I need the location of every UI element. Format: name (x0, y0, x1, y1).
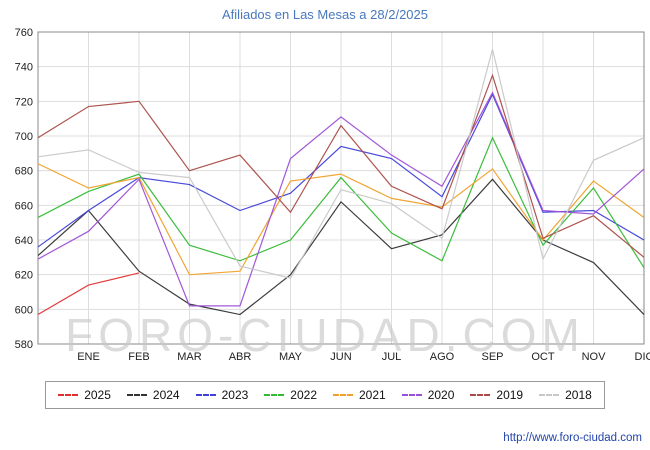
legend-label: 2020 (427, 388, 455, 402)
legend-item-2024: 2024 (126, 388, 180, 402)
chart-legend: 2025 2024 2023 2022 2021 2020 2019 2018 (45, 381, 605, 409)
y-tick-label: 660 (15, 200, 33, 212)
legend-swatch-2019 (470, 394, 491, 396)
legend-swatch-2024 (126, 394, 147, 396)
legend-swatch-2020 (401, 394, 422, 396)
x-tick-label: DIC (635, 351, 650, 363)
series-line-2019 (37, 73, 645, 258)
x-tick-label: ABR (229, 351, 252, 363)
legend-item-2019: 2019 (470, 388, 523, 402)
legend-swatch-2023 (195, 394, 216, 396)
chart-title: Afiliados en Las Mesas a 28/2/2025 (222, 7, 428, 22)
legend-item-2022: 2022 (264, 388, 317, 402)
x-tick-label: JUL (382, 351, 402, 363)
x-tick-label: OCT (531, 351, 555, 363)
x-tick-label: SEP (481, 351, 503, 363)
legend-swatch-2025 (58, 394, 79, 396)
legend-label: 2023 (221, 388, 249, 402)
y-tick-label: 700 (15, 131, 33, 143)
legend-swatch-2022 (264, 394, 285, 396)
y-tick-label: 580 (15, 339, 33, 351)
legend-item-2021: 2021 (333, 388, 386, 402)
x-tick-label: JUN (330, 351, 351, 363)
line-chart: 760 740 720 700 680 660 640 620 600 580 ENE FEB MAR A… (15, 27, 650, 363)
series-line-2025 (37, 272, 140, 316)
y-tick-label: 640 (15, 235, 33, 247)
series-line-2022 (37, 136, 645, 269)
footer-url-link[interactable]: http://www.foro-ciudad.com (503, 432, 642, 444)
legend-item-2025: 2025 (58, 388, 111, 402)
legend-item-2020: 2020 (401, 388, 455, 402)
legend-swatch-2018 (539, 394, 560, 396)
y-tick-label: 760 (15, 27, 33, 39)
x-tick-label: AGO (430, 351, 455, 363)
series-line-2020 (37, 91, 645, 307)
legend-item-2018: 2018 (539, 388, 592, 402)
x-tick-label: NOV (582, 351, 607, 363)
y-tick-label: 620 (15, 270, 33, 282)
y-tick-label: 740 (15, 62, 33, 74)
legend-label: 2018 (565, 388, 592, 402)
y-tick-label: 680 (15, 166, 33, 178)
x-tick-label: ENE (77, 351, 100, 363)
legend-label: 2024 (152, 388, 180, 402)
legend-label: 2021 (359, 388, 386, 402)
x-tick-label: MAR (177, 351, 202, 363)
series-line-2018 (37, 49, 645, 279)
y-tick-label: 720 (15, 96, 33, 108)
legend-swatch-2021 (333, 394, 353, 396)
legend-wrap: 2025 2024 2023 2022 2021 2020 2019 2018 (0, 381, 650, 409)
legend-label: 2025 (84, 388, 111, 402)
legend-item-2023: 2023 (195, 388, 249, 402)
x-tick-label: FEB (128, 351, 149, 363)
legend-label: 2019 (496, 388, 524, 402)
series-line-2021 (37, 163, 645, 276)
plot-frame (37, 31, 645, 345)
x-tick-label: MAY (279, 351, 303, 363)
y-tick-label: 600 (15, 304, 33, 316)
legend-label: 2022 (290, 388, 317, 402)
